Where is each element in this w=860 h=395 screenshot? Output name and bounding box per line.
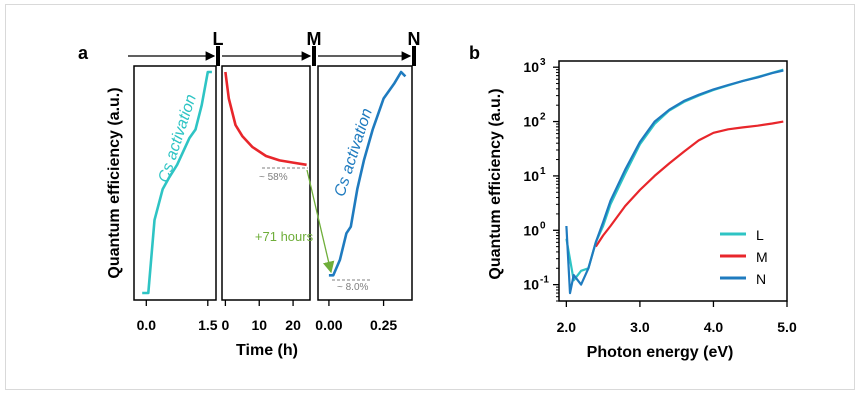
panel-b-label: b [469,43,480,63]
series-line-n-activation [328,70,407,277]
legend: L M N [720,227,768,287]
panel-b-ylabel: Quantum efficiency (a.u.) [487,88,504,279]
spectrum-line-l [565,68,784,282]
panel-a-xlabel: Time (h) [236,342,298,359]
series-line-l-activation [142,70,212,295]
xtick-label: 10 [251,317,267,333]
ytick-exponent: 0 [540,220,546,231]
subplot-m-frame [221,65,311,301]
pct-m-note: ~ 58% [259,172,288,183]
legend-label-n: N [756,271,766,287]
spectrum-line-n [565,69,784,295]
hours-arrow [306,169,335,274]
panel-a-xticks: 0.0 1.5 0 10 20 0.00 0.25 [137,300,397,333]
ytick-exponent: 1 [540,166,546,177]
ytick-label: 10 [523,277,539,293]
marker-bar-l [216,46,220,66]
ytick-exponent: 2 [540,112,546,123]
ytick-exponent: -1 [540,275,549,286]
ytick-label: 10 [523,222,539,238]
ytick-label: 10 [523,59,539,75]
xtick-label: 3.0 [630,319,650,335]
ytick-label: 10 [523,168,539,184]
marker-bar-n [412,46,416,66]
xtick-label: 1.5 [198,317,218,333]
ytick-exponent: 3 [540,57,546,68]
panel-b-xlabel: Photon energy (eV) [587,344,734,361]
marker-bar-m [312,46,316,66]
hours-label: +71 hours [255,229,314,244]
xtick-label: 5.0 [777,319,797,335]
legend-label-l: L [756,227,764,243]
xtick-label: 0.0 [137,317,157,333]
panel-b-frame [558,60,788,302]
xtick-label: 2.0 [557,319,577,335]
pct-n-note: ~ 8.0% [337,282,369,293]
marker-l: L [213,29,224,49]
cs-activation-label-2: Cs activation [331,106,376,198]
panel-a-label: a [78,43,89,63]
subplot-l-frame [133,65,217,301]
xtick-label: 20 [285,317,301,333]
xtick-label: 0.00 [315,317,342,333]
ytick-label: 10 [523,114,539,130]
xtick-label: 4.0 [704,319,724,335]
series-line-m-decay [224,71,307,167]
cs-activation-label-1: Cs activation [155,92,200,184]
spectrum-line-m [594,120,784,248]
panel-a-ylabel: Quantum efficiency (a.u.) [106,87,123,278]
marker-m: M [307,29,322,49]
xtick-label: 0 [221,317,229,333]
subplot-n-frame [317,65,413,301]
legend-label-m: M [756,249,768,265]
xtick-label: 0.25 [370,317,397,333]
marker-n: N [408,29,421,49]
